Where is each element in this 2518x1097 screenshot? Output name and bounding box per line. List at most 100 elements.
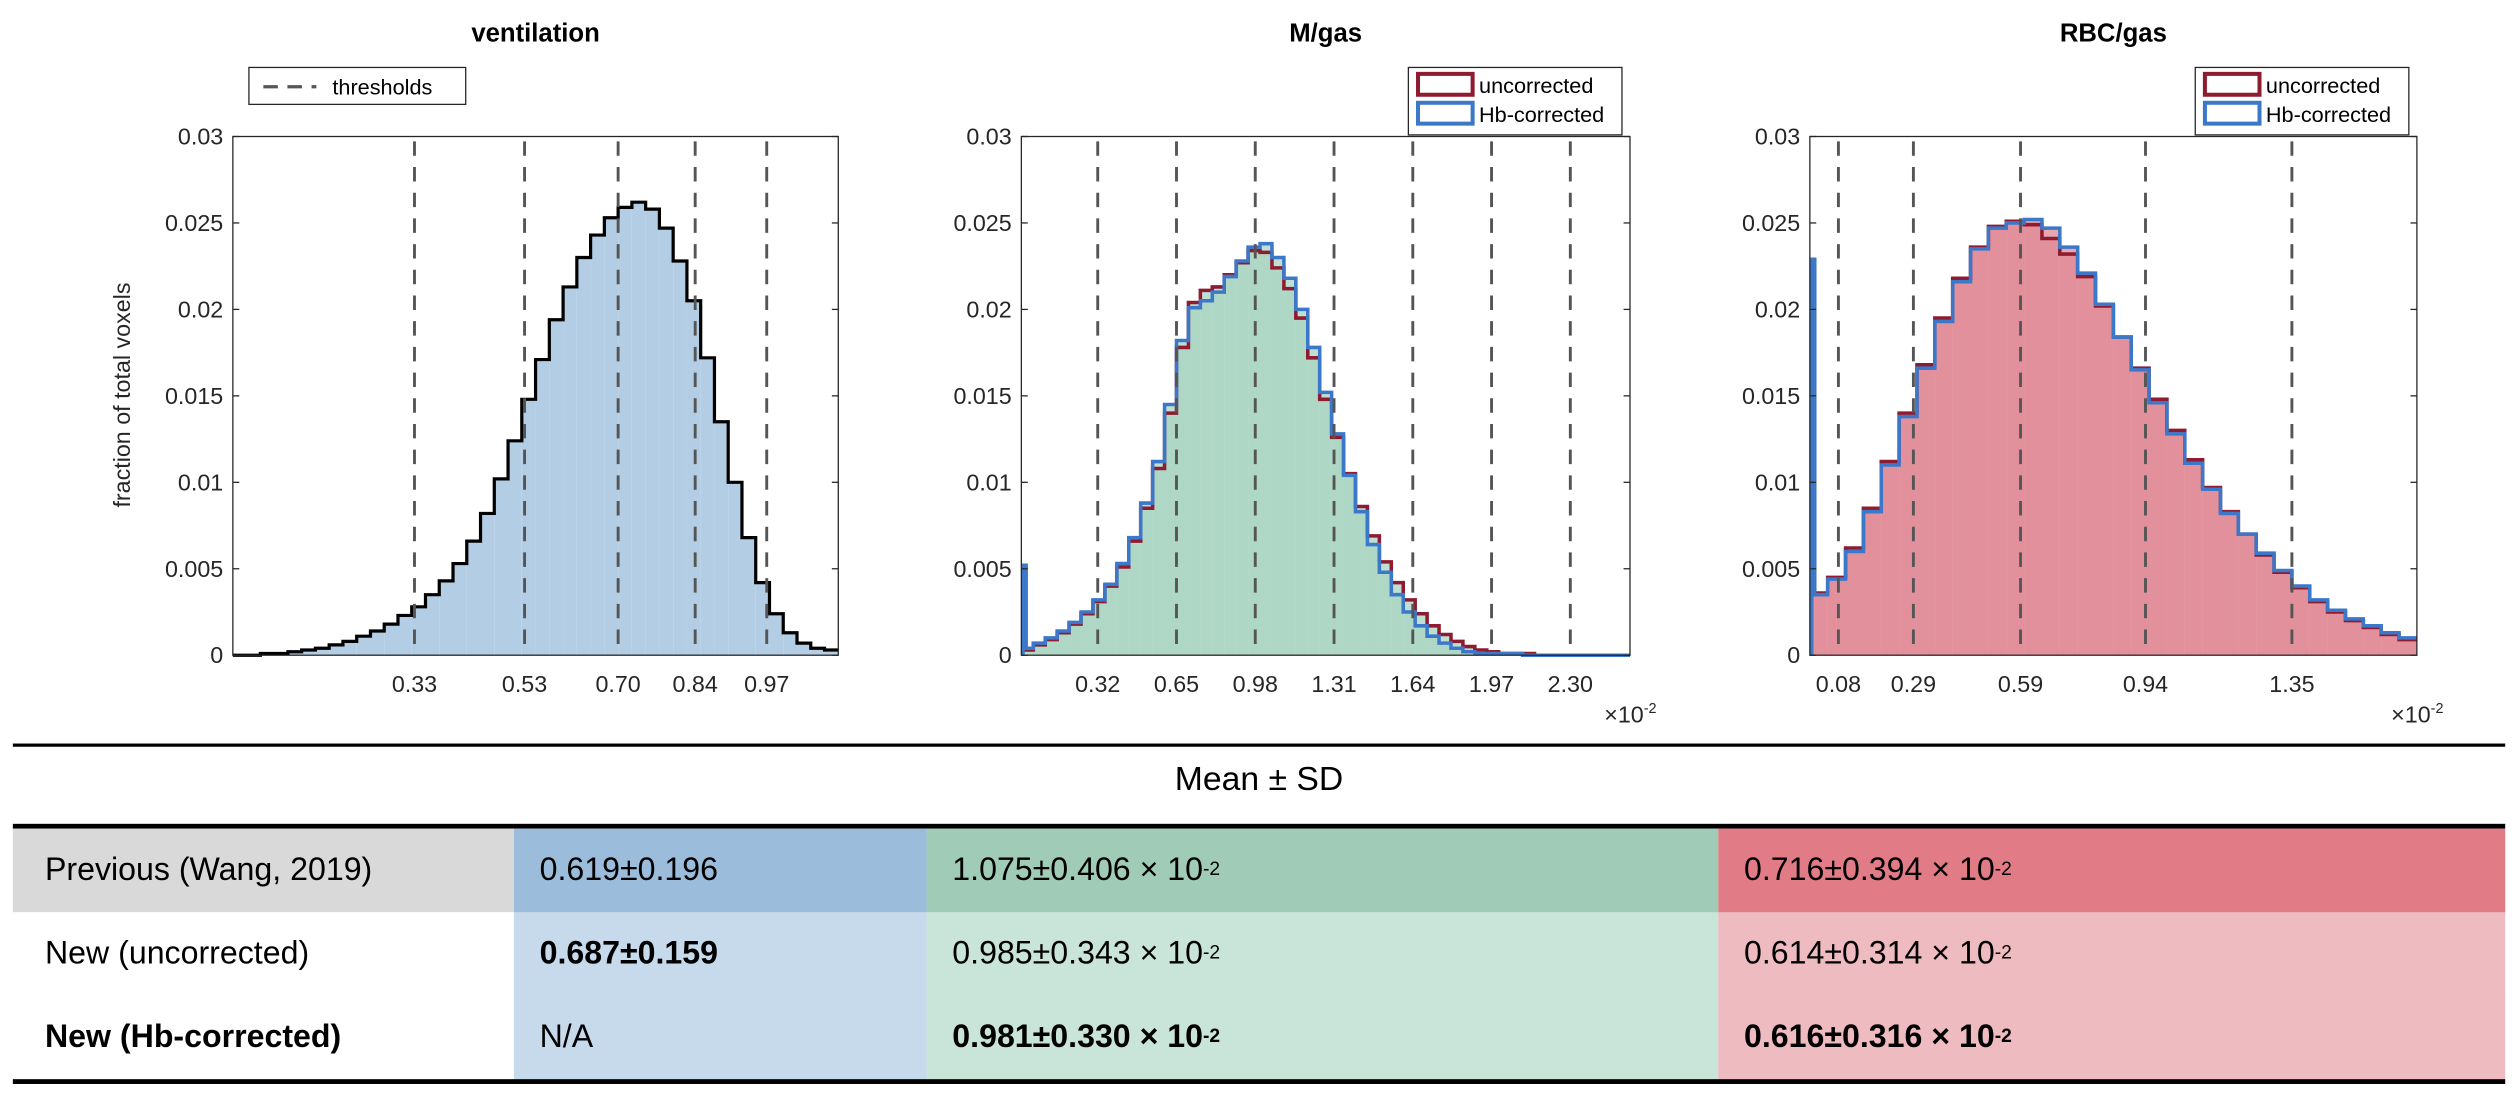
chart-title: RBC/gas [2060,20,2167,48]
legend-box [248,66,467,106]
histogram-bin [2238,534,2257,656]
chart-title: M/gas [1289,20,1362,48]
ventilation-cell: 0.687±0.159 [513,912,927,998]
histogram-bin [1188,307,1201,656]
histogram-bin [1307,347,1320,656]
x-tick-label: 0.08 [1816,671,1861,697]
row-label: New (Hb-corrected) [12,995,514,1081]
multiplier-exponent: -2 [2431,701,2444,717]
y-tick-label: 0.03 [966,124,1011,150]
multiplier-exponent: -2 [1644,701,1657,717]
x-tick-label: 0.94 [2123,671,2168,697]
histogram-bin [659,228,674,656]
y-tick-label: 0.025 [1742,210,1800,236]
histogram-bin [425,594,440,656]
histogram-bin [631,202,646,656]
histogram-bin [1033,643,1046,656]
histogram-bin [2024,219,2042,656]
y-tick-label: 0.005 [165,556,223,582]
x-tick-label: 0.32 [1075,671,1120,697]
histogram-bin [1427,636,1440,656]
histogram-bin [1827,579,1846,656]
x-axis-multiplier: ×10-2 [2391,701,2443,728]
histogram-bin [604,217,619,656]
legend: uncorrected Hb-corrected [1407,66,1623,136]
histogram-bin [783,632,798,656]
histogram-bin [824,650,839,656]
histogram-bin [2077,273,2096,656]
histogram-bin [2166,433,2185,656]
legend-swatch-icon [1416,100,1475,126]
histogram-bin [2327,610,2346,656]
mgas-cell: 0.985±0.343 × 10 -2 [926,912,1719,998]
histogram-bin [439,580,454,656]
histogram-bin [1069,622,1082,656]
ventilation-cell: 0.619±0.196 [513,828,927,914]
histogram-bin [741,537,756,656]
histogram-bin [1367,544,1380,656]
series-outline-ventilation [232,200,839,657]
histogram-bin [2113,337,2132,656]
rbcgas-cell: 0.614±0.314 × 10 -2 [1718,912,2506,998]
legend: thresholds [248,66,467,106]
cell-value: 0.687±0.159 [539,936,718,972]
histogram-bin [315,648,330,656]
histogram-bin [1283,278,1296,656]
histogram-rbc-gas: 0.08 0.29 0.59 0.94 1.35 0 0.005 0.01 0.015 0.02 0… [1742,20,2444,728]
histogram-bin [329,644,343,656]
histogram-bin [2095,304,2114,656]
histogram-bin [2291,586,2310,656]
y-tick-label: 0.005 [953,556,1011,582]
x-tick-label: 0.59 [1998,671,2043,697]
legend-swatch-icon [2202,100,2262,126]
x-tick-label: 1.35 [2269,671,2314,697]
row-label: Previous (Wang, 2019) [12,828,514,914]
histogram-bin [2041,228,2060,656]
cell-value: Previous (Wang, 2019) [44,852,373,889]
series-outline-hb-corrected [1021,241,1630,657]
histogram-bin [1057,631,1070,656]
histogram-bin [1952,281,1971,656]
histogram-bin [2256,553,2275,656]
histogram-bin [1319,392,1332,656]
histogram-bin [1450,648,1463,656]
x-tick-label: 0.98 [1233,671,1278,697]
histogram-bin [1128,537,1141,656]
histogram-bin [356,636,371,656]
histogram-bin [769,613,784,656]
rbcgas-cell: 0.616±0.316 × 10 -2 [1718,995,2506,1081]
histogram-bin [1104,584,1117,656]
histogram-bin [1200,300,1213,656]
histogram-bin [755,582,770,656]
x-tick-label: 0.84 [673,671,718,697]
table-top-rule [12,743,2506,747]
histogram-bin [1164,404,1177,656]
histogram-bin [535,359,550,656]
histogram-bin [1343,475,1356,656]
histogram-bin [397,615,412,656]
y-tick-label: 0.005 [1742,556,1800,582]
y-tick-label: 0.025 [165,210,223,236]
histogram-bin [1116,563,1129,656]
histogram-bin [453,563,467,656]
rbcgas-cell: 0.716±0.394 × 10 -2 [1718,828,2506,914]
x-tick-label: 1.31 [1311,671,1356,697]
cell-value: New (Hb-corrected) [44,1019,342,1056]
histogram-bin [508,440,522,656]
histogram-bin [494,478,509,656]
histogram-bin [1045,637,1058,656]
ventilation-cell: N/A [513,995,927,1081]
histogram-bin [576,257,591,656]
histogram-bin [384,624,398,656]
x-tick-label: 0.33 [392,671,437,697]
histogram-bin [645,209,660,656]
legend-label: thresholds [332,75,432,100]
y-tick-label: 0 [999,642,1012,668]
multiplier-base: ×10 [2391,702,2431,728]
x-tick-label: 0.65 [1154,671,1199,697]
histogram-m-gas: 0.32 0.65 0.98 1.31 1.64 1.97 2.30 0 0.005 0.01 0.… [953,20,1656,728]
table-row: Previous (Wang, 2019) 0.619±0.196 1.075±0.… [12,828,2506,914]
histogram-bin [2059,247,2078,656]
x-tick-label: 2.30 [1548,671,1593,697]
histogram-bin [466,541,481,656]
